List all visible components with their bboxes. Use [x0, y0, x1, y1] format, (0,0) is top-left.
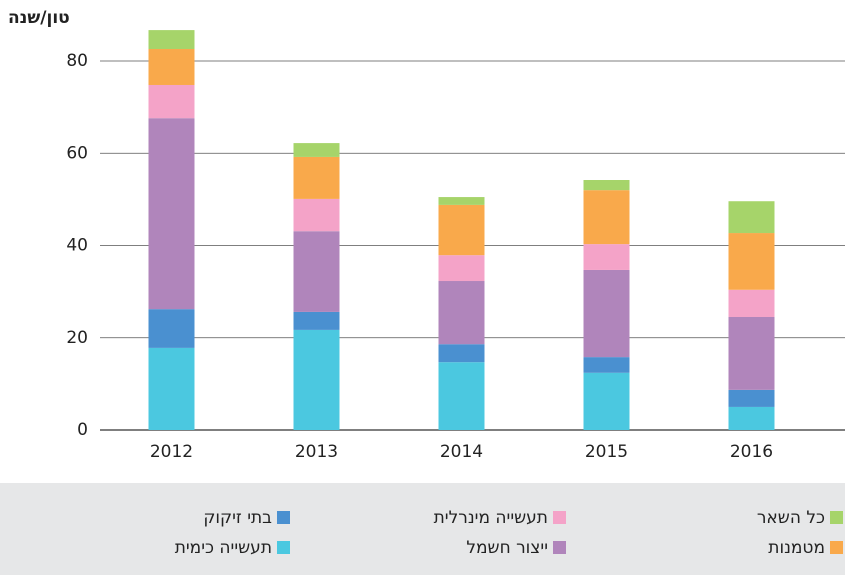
bar-segment	[438, 281, 485, 345]
bar-segment	[583, 269, 630, 358]
legend-swatch	[553, 541, 566, 554]
bar-segment	[438, 197, 485, 205]
legend-swatch	[277, 511, 290, 524]
bar-segment	[148, 347, 195, 430]
bar-segment	[148, 30, 195, 50]
bar-segment	[728, 201, 775, 234]
x-tick-label: 2016	[730, 442, 773, 462]
bar-segment	[148, 84, 195, 119]
bar-segment	[148, 309, 195, 348]
legend-swatch	[830, 511, 843, 524]
y-tick-label: 0	[77, 420, 88, 440]
x-tick-label: 2012	[150, 442, 193, 462]
legend-label: תעשייה מינרלית	[434, 508, 548, 528]
bar-segment	[148, 118, 195, 310]
legend-swatch	[553, 511, 566, 524]
bar-segment	[728, 316, 775, 390]
x-tick-label: 2013	[295, 442, 338, 462]
bar-segment	[728, 406, 775, 430]
legend-label: תעשייה כימית	[175, 538, 272, 558]
bar-segment	[293, 156, 340, 199]
legend-swatch	[830, 541, 843, 554]
bar-segment	[293, 311, 340, 330]
legend-background	[0, 483, 845, 575]
legend-label: מטמנות	[768, 538, 825, 558]
bar-segment	[438, 255, 485, 282]
y-tick-label: 20	[66, 328, 88, 348]
bar-segment	[728, 233, 775, 290]
legend-label: ייצור חשמל	[466, 538, 548, 558]
y-tick-label: 80	[66, 51, 88, 71]
bar-segment	[293, 329, 340, 430]
y-axis-label: טון/שנה	[8, 8, 70, 28]
bar-segment	[583, 180, 630, 191]
legend-label: כל השאר	[757, 508, 825, 528]
bar-segment	[438, 362, 485, 430]
bar-segment	[148, 49, 195, 85]
legend-swatch	[277, 541, 290, 554]
legend-label: בתי זיקוק	[203, 508, 272, 528]
y-tick-label: 40	[66, 236, 88, 256]
bar-segment	[293, 143, 340, 157]
bar-segment	[728, 389, 775, 407]
bar-segment	[438, 204, 485, 256]
bar-segment	[583, 372, 630, 430]
x-tick-label: 2015	[585, 442, 628, 462]
bar-segment	[583, 244, 630, 270]
x-tick-label: 2014	[440, 442, 483, 462]
bar-segment	[438, 344, 485, 363]
bar-segment	[583, 357, 630, 373]
bar-segment	[293, 231, 340, 312]
y-tick-label: 60	[66, 143, 88, 163]
bar-segment	[583, 190, 630, 245]
bar-segment	[728, 289, 775, 317]
bar-segment	[293, 198, 340, 232]
